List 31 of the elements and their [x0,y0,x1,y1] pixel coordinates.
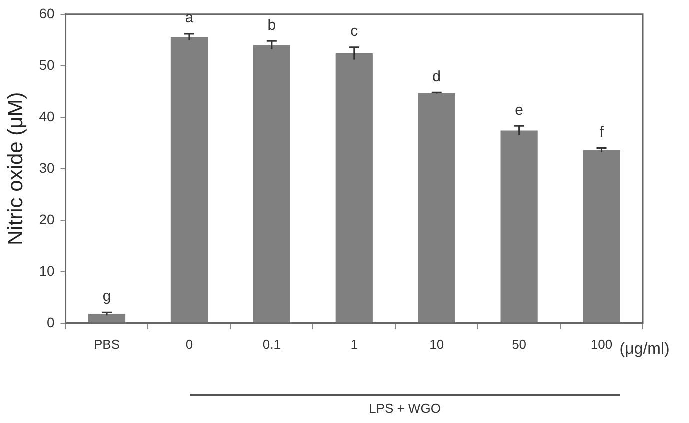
y-tick-label: 0 [46,314,55,330]
annotation: f [600,124,605,141]
bar [88,314,126,323]
x-tick-label: 0.1 [262,336,281,352]
annotation: d [432,68,442,86]
y-tick-label: 40 [39,108,55,124]
x-tick-label: 10 [430,336,444,352]
y-tick-label: 50 [39,56,55,73]
bar [418,93,456,323]
x-tick-label: PBS [94,336,120,352]
y-tick-label: 10 [39,262,55,279]
bar [336,54,373,323]
x-axis-title: (μg/ml) [620,340,670,358]
bar [253,45,290,323]
x-tick-label: 0 [186,336,194,352]
annotation: a [185,10,194,27]
x-tick-label: 1 [350,336,358,352]
y-tick-label: 60 [39,5,55,22]
y-axis-title: Nitric oxide (μM) [4,92,28,246]
text: LPS + WGO [368,401,442,416]
x-tick-label: 50 [512,336,527,352]
annotation: c [350,23,359,40]
bar [583,150,620,323]
x-tick-label: 100 [590,336,613,352]
annotation: b [268,16,276,34]
bar [170,37,208,323]
y-tick-label: 30 [39,160,55,176]
bar [500,130,538,323]
annotation: g [102,288,112,306]
y-tick-label: 20 [39,211,55,228]
annotation: e [515,102,524,119]
